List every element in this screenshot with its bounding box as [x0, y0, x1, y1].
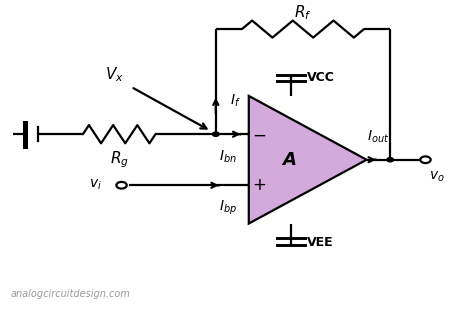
- Text: VCC: VCC: [307, 71, 334, 84]
- Text: VEE: VEE: [307, 236, 334, 249]
- Text: $I_{out}$: $I_{out}$: [367, 129, 390, 145]
- Text: A: A: [282, 151, 296, 169]
- Text: $I_{bp}$: $I_{bp}$: [219, 199, 237, 217]
- Text: $v_o$: $v_o$: [429, 169, 445, 184]
- Text: $+$: $+$: [252, 176, 266, 194]
- Text: $R_g$: $R_g$: [110, 150, 128, 170]
- Text: $V_x$: $V_x$: [105, 65, 124, 84]
- Text: $R_f$: $R_f$: [294, 3, 312, 22]
- Text: $-$: $-$: [252, 125, 266, 143]
- Text: analogcircuitdesign.com: analogcircuitdesign.com: [11, 290, 131, 299]
- Circle shape: [387, 157, 393, 162]
- Polygon shape: [249, 96, 366, 224]
- Circle shape: [212, 132, 219, 136]
- Text: $I_f$: $I_f$: [230, 93, 241, 109]
- Text: $I_{bn}$: $I_{bn}$: [219, 149, 237, 165]
- Circle shape: [420, 156, 431, 163]
- Text: $v_i$: $v_i$: [89, 178, 102, 193]
- Circle shape: [117, 182, 127, 188]
